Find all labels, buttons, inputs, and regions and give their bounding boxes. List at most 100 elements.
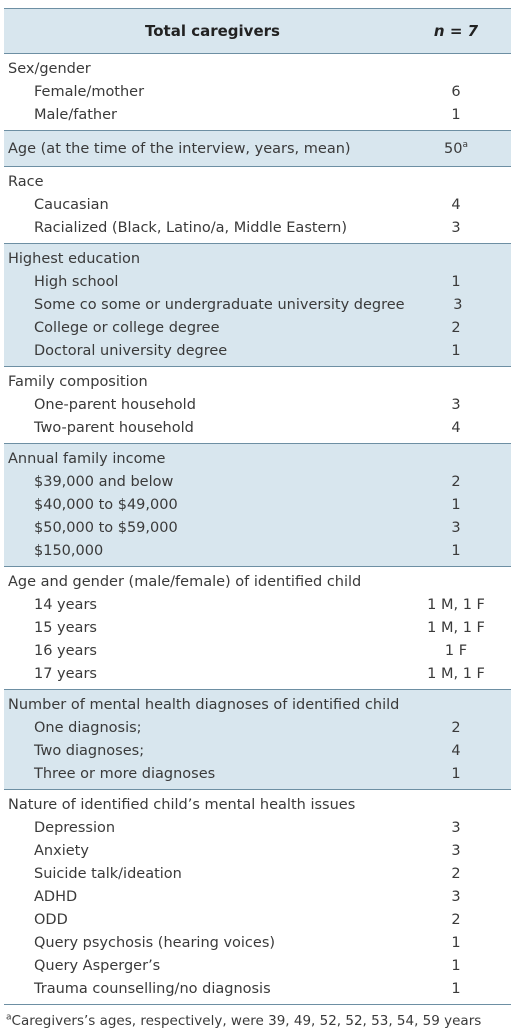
table-row: Two-parent household 4: [4, 416, 511, 439]
section-title: Age and gender (male/female) of identifi…: [8, 573, 362, 590]
table-body: Sex/gender Female/mother 6 Male/father 1 Age …: [4, 54, 511, 1005]
row-label: $39,000 and below: [34, 473, 174, 490]
table-section: Sex/gender Female/mother 6 Male/father 1: [4, 54, 511, 131]
demographics-table: Total caregivers n = 7 Sex/gender Female/…: [4, 8, 511, 1029]
row-value: 1: [451, 957, 461, 974]
table-row: Caucasian 4: [4, 193, 511, 216]
row-label: Query Asperger’s: [34, 957, 161, 974]
table-row: 17 years 1 M, 1 F: [4, 662, 511, 685]
section-title-row: Number of mental health diagnoses of ide…: [4, 693, 511, 716]
row-label: $50,000 to $59,000: [34, 519, 178, 536]
row-label: College or college degree: [34, 319, 220, 336]
table-section: Nature of identified child’s mental heal…: [4, 790, 511, 1005]
section-title-row: Annual family income: [4, 447, 511, 470]
row-value: 3: [451, 888, 461, 905]
table-section: Age (at the time of the interview, years…: [4, 131, 511, 167]
table-row: Racialized (Black, Latino/a, Middle East…: [4, 216, 511, 239]
table-row: 14 years 1 M, 1 F: [4, 593, 511, 616]
table-row: Doctoral university degree 1: [4, 339, 511, 362]
row-value: 1 M, 1 F: [427, 596, 485, 613]
row-label: 16 years: [34, 642, 97, 659]
table-row: Depression 3: [4, 816, 511, 839]
row-value: 1: [451, 496, 461, 513]
table-row: $50,000 to $59,000 3: [4, 516, 511, 539]
table-row: Trauma counselling/no diagnosis 1: [4, 977, 511, 1000]
row-value: 4: [451, 419, 461, 436]
row-label: Three or more diagnoses: [34, 765, 216, 782]
section-title-row: Family composition: [4, 370, 511, 393]
section-title: Annual family income: [8, 450, 166, 467]
table-row: 15 years 1 M, 1 F: [4, 616, 511, 639]
row-label: Trauma counselling/no diagnosis: [34, 980, 271, 997]
table-row: Anxiety 3: [4, 839, 511, 862]
table-row: ODD 2: [4, 908, 511, 931]
table-section: Age and gender (male/female) of identifi…: [4, 567, 511, 690]
section-title-row: Nature of identified child’s mental heal…: [4, 793, 511, 816]
row-label: ADHD: [34, 888, 78, 905]
row-value: 6: [451, 83, 461, 100]
table-row: 16 years 1 F: [4, 639, 511, 662]
table-row: $150,000 1: [4, 539, 511, 562]
table-section: Race Caucasian 4 Racialized (Black, Latino/…: [4, 167, 511, 244]
table-row: Three or more diagnoses 1: [4, 762, 511, 785]
row-label: One-parent household: [34, 396, 196, 413]
row-label: Query psychosis (hearing voices): [34, 934, 276, 951]
row-value: 1: [451, 934, 461, 951]
row-label: Doctoral university degree: [34, 342, 228, 359]
section-title-row: Age (at the time of the interview, years…: [4, 137, 511, 160]
section-title: Race: [8, 173, 44, 190]
row-label: $40,000 to $49,000: [34, 496, 178, 513]
section-title-row: Race: [4, 170, 511, 193]
row-value: 1: [451, 542, 461, 559]
row-value: 1 M, 1 F: [427, 619, 485, 636]
row-value: 1: [451, 106, 461, 123]
section-title: Number of mental health diagnoses of ide…: [8, 696, 400, 713]
table-section: Number of mental health diagnoses of ide…: [4, 690, 511, 790]
table-section: Highest education High school 1 Some co som…: [4, 244, 511, 367]
table-row: Query psychosis (hearing voices) 1: [4, 931, 511, 954]
table-row: ADHD 3: [4, 885, 511, 908]
row-value: 3: [451, 219, 461, 236]
row-value: 3: [451, 396, 461, 413]
table-row: Some co some or undergraduate university…: [4, 293, 511, 316]
row-value: 1: [451, 273, 461, 290]
row-label: Anxiety: [34, 842, 89, 859]
footnote: aCaregivers’s ages, respectively, were 3…: [4, 1005, 511, 1029]
section-title-row: Sex/gender: [4, 57, 511, 80]
footnote-text: Caregivers’s ages, respectively, were 39…: [11, 1013, 482, 1029]
section-value: 50a: [401, 140, 511, 156]
table-row: $40,000 to $49,000 1: [4, 493, 511, 516]
row-label: Two diagnoses;: [34, 742, 145, 759]
table-row: College or college degree 2: [4, 316, 511, 339]
footnote-marker: a: [6, 1012, 12, 1023]
table-row: One-parent household 3: [4, 393, 511, 416]
row-label: Some co some or undergraduate university…: [34, 296, 405, 313]
row-value: 1: [451, 980, 461, 997]
section-title-row: Highest education: [4, 247, 511, 270]
row-value: 4: [451, 742, 461, 759]
header-label: Total caregivers: [145, 22, 280, 40]
row-label: 17 years: [34, 665, 97, 682]
row-value: 2: [451, 911, 461, 928]
row-label: Two-parent household: [34, 419, 194, 436]
row-label: Racialized (Black, Latino/a, Middle East…: [34, 219, 348, 236]
row-value: 3: [451, 819, 461, 836]
row-value: 3: [451, 519, 461, 536]
row-value: 2: [451, 865, 461, 882]
table-row: Male/father 1: [4, 103, 511, 126]
row-label: Suicide talk/ideation: [34, 865, 182, 882]
row-label: 15 years: [34, 619, 97, 636]
table-row: Suicide talk/ideation 2: [4, 862, 511, 885]
table-row: High school 1: [4, 270, 511, 293]
row-value: 3: [453, 296, 463, 313]
row-value: 2: [451, 473, 461, 490]
section-title-row: Age and gender (male/female) of identifi…: [4, 570, 511, 593]
table-row: Query Asperger’s 1: [4, 954, 511, 977]
row-label: One diagnosis;: [34, 719, 142, 736]
section-title: Sex/gender: [8, 60, 91, 77]
row-value: 4: [451, 196, 461, 213]
row-value: 1 M, 1 F: [427, 665, 485, 682]
section-title: Highest education: [8, 250, 141, 267]
row-label: Caucasian: [34, 196, 109, 213]
table-header: Total caregivers n = 7: [4, 8, 511, 54]
